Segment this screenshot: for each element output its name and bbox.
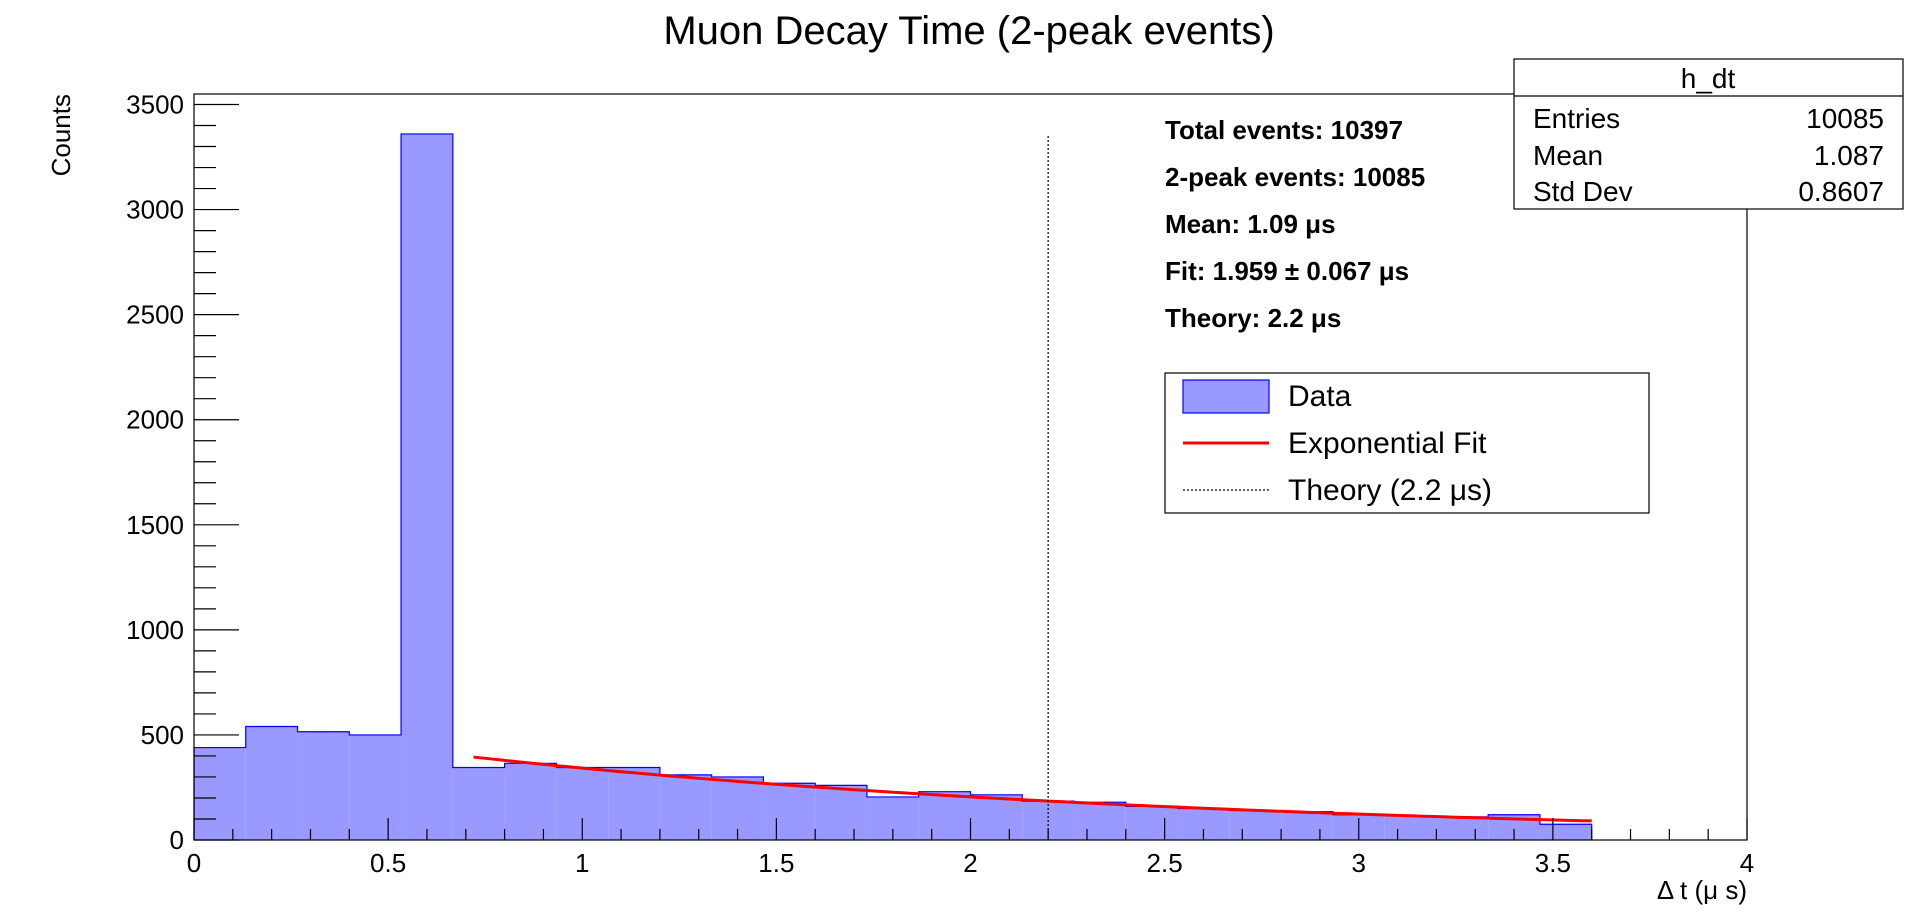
histogram-bar (1281, 811, 1333, 840)
y-tick-label: 2500 (126, 300, 184, 330)
legend-theory-label: Theory (2.2 μs) (1288, 474, 1492, 507)
annotation-mean: Mean: 1.09 μs (1165, 209, 1336, 239)
fit-curve-group (473, 755, 1592, 823)
stats-entries-value: 10085 (1806, 103, 1884, 134)
histogram-bar (1384, 815, 1437, 840)
x-tick-label: 2.5 (1147, 848, 1183, 878)
legend: Data Exponential Fit Theory (2.2 μs) (1164, 372, 1650, 514)
x-tick-label: 1 (575, 848, 589, 878)
y-axis: 0 500 1000 1500 2000 2500 3000 3500 (126, 90, 239, 855)
y-tick-label: 2000 (126, 405, 184, 435)
histogram-bar (1436, 816, 1489, 840)
stats-box-title: h_dt (1681, 63, 1736, 94)
x-tick-label: 0.5 (370, 848, 406, 878)
x-axis-label: Δ t (μ s) (1657, 875, 1747, 905)
histogram-bar (349, 734, 402, 840)
exponential-fit-line (473, 755, 1592, 823)
histogram-bar (1229, 810, 1282, 840)
y-tick-label: 500 (141, 720, 184, 750)
histogram-bar (970, 794, 1023, 840)
stats-stddev-value: 0.8607 (1798, 176, 1884, 207)
annotation-theory: Theory: 2.2 μs (1165, 303, 1341, 333)
histogram-bar (194, 747, 246, 840)
y-axis-label: Counts (46, 94, 76, 176)
histogram-bar (1539, 824, 1592, 840)
histogram-bar (815, 785, 867, 840)
chart-title: Muon Decay Time (2-peak events) (663, 9, 1274, 53)
histogram-bar (918, 791, 971, 840)
histogram-bar (1125, 806, 1178, 840)
annotation-2peak-events: 2-peak events: 10085 (1165, 162, 1425, 192)
y-tick-label: 3000 (126, 195, 184, 225)
legend-data-swatch (1182, 379, 1270, 414)
x-axis: 0 0.5 1 1.5 2 2.5 3 3.5 4 (187, 818, 1754, 878)
annotation-block: Total events: 10397 2-peak events: 10085… (1165, 115, 1425, 333)
legend-fit-label: Exponential Fit (1288, 427, 1487, 460)
legend-data-label: Data (1288, 380, 1352, 413)
x-tick-label: 2 (963, 848, 977, 878)
annotation-total-events: Total events: 10397 (1165, 115, 1403, 145)
x-tick-label: 3 (1352, 848, 1366, 878)
stats-box-frame (1513, 58, 1904, 210)
stats-mean-value: 1.087 (1814, 140, 1884, 171)
annotation-fit: Fit: 1.959 ± 0.067 μs (1165, 256, 1409, 286)
histogram-bar (608, 767, 660, 840)
histogram-bar (659, 774, 712, 840)
x-tick-label: 4 (1740, 848, 1754, 878)
stats-mean-label: Mean (1533, 140, 1603, 171)
histogram-bar (245, 726, 298, 840)
histogram-bar (297, 731, 350, 840)
histogram-bar (401, 133, 453, 840)
x-tick-label: 3.5 (1535, 848, 1571, 878)
stats-entries-label: Entries (1533, 103, 1620, 134)
stats-stddev-label: Std Dev (1533, 176, 1633, 207)
x-tick-label: 0 (187, 848, 201, 878)
histogram-bar (1074, 802, 1126, 840)
histogram-bar (504, 763, 557, 840)
stats-box: h_dt Entries 10085 Mean 1.087 Std Dev 0.… (1513, 58, 1904, 210)
y-tick-label: 1000 (126, 615, 184, 645)
y-tick-label: 3500 (126, 90, 184, 120)
histogram-bar (452, 767, 505, 840)
y-tick-label: 0 (170, 825, 184, 855)
y-tick-label: 1500 (126, 510, 184, 540)
x-tick-label: 1.5 (758, 848, 794, 878)
histogram-bar (763, 783, 816, 840)
